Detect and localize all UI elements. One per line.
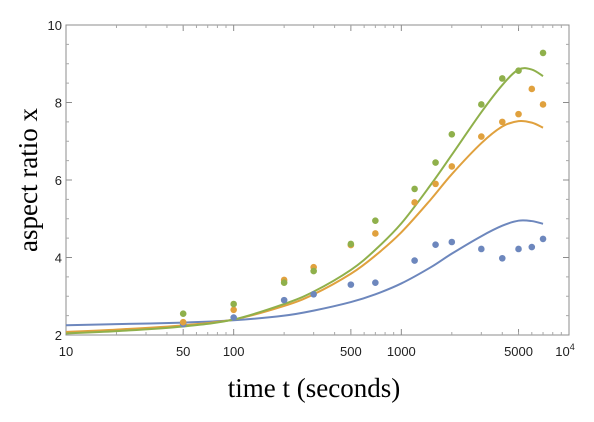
fit-curves <box>65 67 544 335</box>
series-2-point <box>411 199 418 206</box>
x-tick-label: 10 <box>59 344 73 359</box>
series-2-point <box>539 101 547 108</box>
series-3-point <box>347 240 355 248</box>
series-3-point <box>179 310 187 317</box>
series-1-point <box>539 235 547 243</box>
data-points <box>179 49 547 328</box>
series-1-point <box>230 314 237 321</box>
series-3-point <box>230 300 237 308</box>
series-2-point <box>498 118 506 126</box>
x-tick-label: 500 <box>340 344 362 359</box>
series-1-point <box>280 296 288 304</box>
series-1-point <box>372 279 379 286</box>
series-2-point <box>448 163 456 170</box>
series-1-point <box>515 245 522 253</box>
y-tick-label: 6 <box>55 173 62 188</box>
series-3-point <box>280 279 288 286</box>
x-tick-label: 50 <box>176 344 190 359</box>
series-1-point <box>310 291 317 298</box>
series-3-point <box>478 101 485 108</box>
y-tick-label: 10 <box>48 18 62 33</box>
series-3-fit-line <box>65 67 544 335</box>
series-1-point <box>528 243 536 251</box>
series-1-point <box>411 257 418 264</box>
series-2-point <box>432 180 439 188</box>
series-3-point <box>498 75 506 82</box>
series-3-point <box>515 67 522 75</box>
series-2-point <box>528 85 536 93</box>
series-1-fit-line <box>65 219 544 327</box>
y-tick-label: 2 <box>55 328 62 343</box>
series-1-point <box>478 245 485 253</box>
series-3-point <box>411 185 418 193</box>
x-tick-exponent: 4 <box>570 342 575 352</box>
series-3-point <box>432 159 439 166</box>
series-2-point <box>515 110 522 118</box>
series-1-point <box>347 281 355 288</box>
y-tick-label: 4 <box>55 251 62 266</box>
series-2-fit-line <box>65 119 544 333</box>
x-axis-title: time t (seconds) <box>228 373 400 403</box>
x-tick-label: 104 <box>555 342 574 359</box>
x-tick-label: 100 <box>223 344 245 359</box>
series-1-point <box>498 254 506 262</box>
series-2-point <box>478 133 485 140</box>
series-2-point <box>372 230 379 237</box>
y-tick-label: 8 <box>55 96 62 111</box>
series-3-point <box>539 49 547 57</box>
tick-labels: 10 50 100 500 1000 5000 104 2 4 6 8 10 <box>48 18 575 359</box>
series-1-point <box>448 238 456 246</box>
x-tick-label: 1000 <box>387 344 416 359</box>
x-tick-label: 5000 <box>504 344 533 359</box>
axis-ticks <box>65 24 570 336</box>
series-3-point <box>448 130 456 138</box>
series-2-point <box>230 306 237 314</box>
y-axis-title: aspect ratio x <box>13 108 43 252</box>
series-1-point <box>432 241 439 249</box>
series-3-point <box>372 217 379 224</box>
series-2-point <box>179 318 187 326</box>
series-3-point <box>310 267 317 275</box>
